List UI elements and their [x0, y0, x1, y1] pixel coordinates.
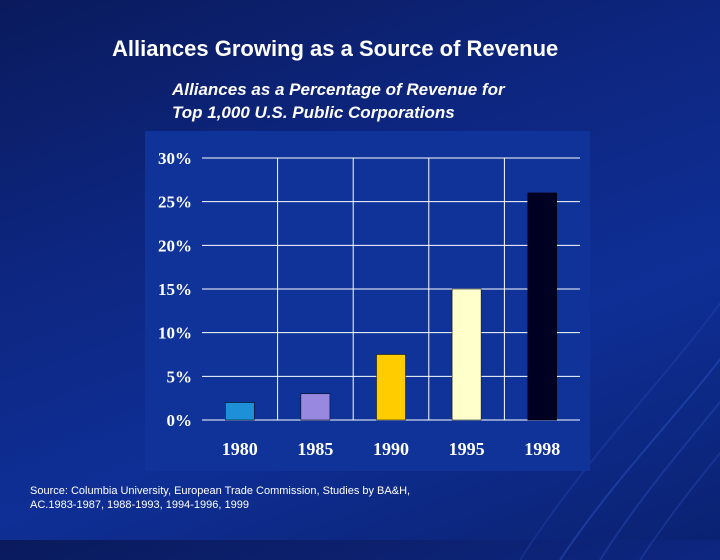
y-tick-label: 15%	[158, 280, 192, 299]
slide-title: Alliances Growing as a Source of Revenue	[112, 36, 559, 61]
x-tick-label: 1980	[222, 439, 258, 459]
y-tick-label: 30%	[158, 149, 192, 168]
x-tick-label: 1995	[449, 439, 485, 459]
x-tick-label: 1985	[297, 439, 333, 459]
x-tick-label: 1990	[373, 439, 409, 459]
y-tick-label: 20%	[158, 236, 192, 255]
bar-1995	[451, 288, 482, 421]
chart-subtitle: Alliances as a Percentage of Revenue for…	[172, 78, 505, 124]
plot-background	[145, 131, 590, 471]
y-tick-label: 25%	[158, 193, 192, 212]
y-tick-label: 10%	[158, 324, 192, 343]
source-line-2: AC.1983-1987, 1988-1993, 1994-1996, 1999	[30, 499, 249, 511]
subtitle-line-2: Top 1,000 U.S. Public Corporations	[172, 103, 455, 122]
bar-chart: 0% 5% 10% 15% 20% 25% 30% 1980 1985 1990 1995 1998	[145, 131, 590, 471]
source-line-1: Source: Columbia University, European Tr…	[30, 485, 411, 497]
bar-1990	[376, 354, 406, 421]
bar-1985	[300, 393, 331, 421]
bar-1998	[527, 192, 557, 421]
y-tick-label: 5%	[167, 367, 193, 386]
source-note: Source: Columbia University, European Tr…	[30, 484, 410, 512]
subtitle-line-1: Alliances as a Percentage of Revenue for	[172, 80, 505, 99]
y-tick-label: 0%	[167, 411, 193, 430]
bar-chart-svg: 0% 5% 10% 15% 20% 25% 30% 1980 1985 1990 1995 1998	[145, 131, 590, 471]
x-tick-label: 1998	[524, 439, 560, 459]
bar-1980	[225, 402, 255, 421]
